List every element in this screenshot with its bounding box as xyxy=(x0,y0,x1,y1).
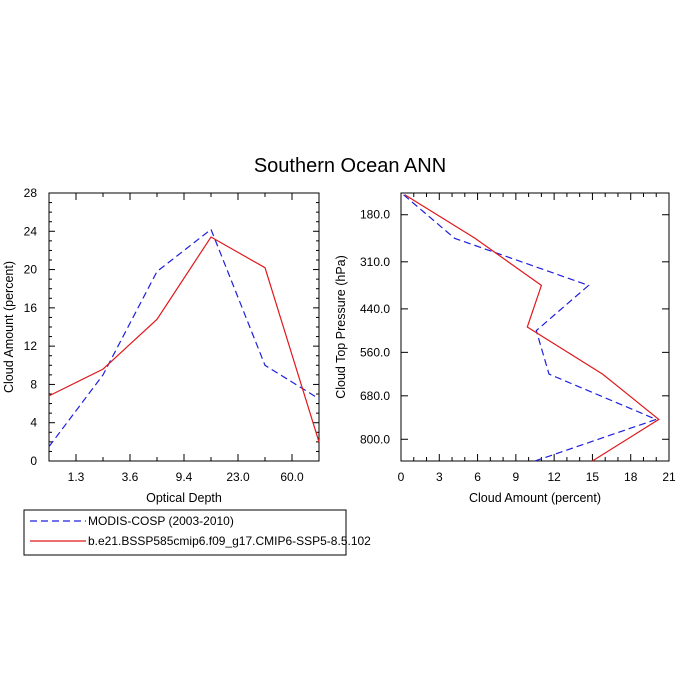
y-axis-title: Cloud Top Pressure (hPa) xyxy=(334,255,348,399)
x-tick-label: 3 xyxy=(436,470,443,484)
y-tick-label: 8 xyxy=(30,377,37,391)
y-tick-label: 440.0 xyxy=(360,302,390,316)
legend: MODIS-COSP (2003-2010) b.e21.BSSP585cmip… xyxy=(23,509,371,556)
x-tick-label: 9 xyxy=(513,470,520,484)
y-tick-label: 310.0 xyxy=(360,255,390,269)
y-tick-label: 20 xyxy=(24,263,38,277)
x-tick-label: 1.3 xyxy=(68,470,85,484)
legend-label-model: b.e21.BSSP585cmip6.f09_g17.CMIP6-SSP5-8.… xyxy=(88,534,371,548)
y-tick-label: 0 xyxy=(30,454,37,468)
x-tick-label: 3.6 xyxy=(122,470,139,484)
x-axis-title: Cloud Amount (percent) xyxy=(469,491,601,505)
y-tick-label: 180.0 xyxy=(360,208,390,222)
y-tick-label: 12 xyxy=(24,339,38,353)
pressure-panel: 0 3 6 9 12 15 18 21 180.0 310.0 440.0 560.0 680.0 800… xyxy=(334,192,676,505)
y-tick-label: 680.0 xyxy=(360,389,390,403)
series-line-model xyxy=(48,236,320,443)
optical-depth-panel: 0 4 8 12 16 20 24 28 1.3 3.6 9.4 23.0 60.0 Optical De… xyxy=(2,186,320,505)
figure-title: Southern Ocean ANN xyxy=(254,155,446,177)
x-tick-label: 12 xyxy=(547,470,561,484)
optical-depth-plot-frame xyxy=(48,192,320,462)
y-tick-label: 24 xyxy=(24,224,38,238)
x-tick-label: 9.4 xyxy=(176,470,193,484)
x-tick-label: 15 xyxy=(586,470,600,484)
x-tick-label: 21 xyxy=(662,470,676,484)
series-line-model xyxy=(404,194,660,462)
legend-label-modis: MODIS-COSP (2003-2010) xyxy=(88,514,234,528)
pressure-plot-frame xyxy=(400,192,670,462)
y-tick-label: 16 xyxy=(24,301,38,315)
x-tick-label: 60.0 xyxy=(280,470,304,484)
series-line-modis xyxy=(48,228,320,447)
legend-box xyxy=(23,509,347,556)
x-tick-label: 0 xyxy=(398,470,405,484)
x-tick-label: 23.0 xyxy=(226,470,250,484)
y-tick-label: 800.0 xyxy=(360,432,390,446)
x-tick-label: 18 xyxy=(624,470,638,484)
y-tick-label: 4 xyxy=(30,416,37,430)
y-tick-label: 28 xyxy=(24,186,38,200)
series-line-modis xyxy=(403,194,658,462)
y-axis-title: Cloud Amount (percent) xyxy=(2,261,16,393)
x-axis-title: Optical Depth xyxy=(146,491,222,505)
x-tick-label: 6 xyxy=(474,470,481,484)
y-tick-label: 560.0 xyxy=(360,345,390,359)
